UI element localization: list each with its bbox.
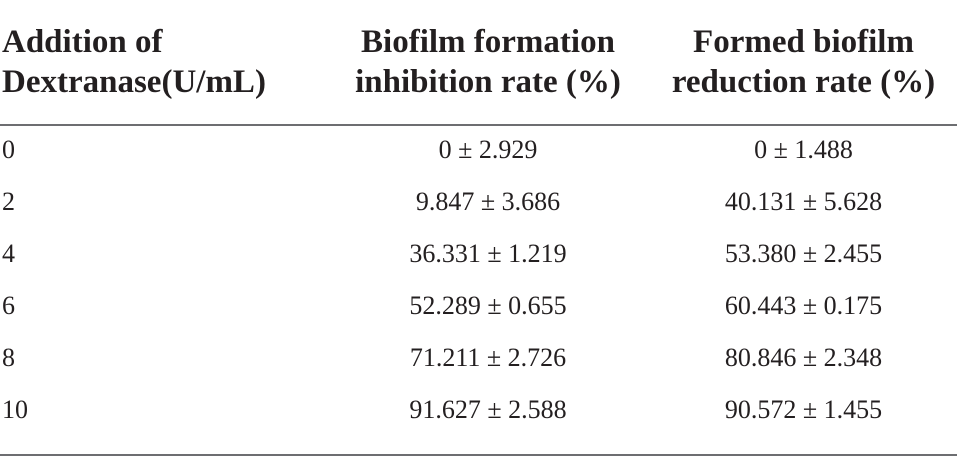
header-line: Biofilm formation xyxy=(361,24,615,60)
header-addition-of-dextranase: Addition of Dextranase(U/mL) xyxy=(2,22,266,102)
cell-dextranase: 8 xyxy=(2,343,15,372)
header-biofilm-formation-inhibition-rate: Biofilm formation inhibition rate (%) xyxy=(320,22,656,102)
table-bottom-rule xyxy=(0,454,957,456)
header-line: Addition of xyxy=(2,24,163,60)
cell-reduction-rate: 60.443 ± 0.175 xyxy=(724,291,883,320)
cell-dextranase: 0 xyxy=(2,135,15,164)
cell-inhibition-rate: 71.211 ± 2.726 xyxy=(409,343,567,372)
cell-inhibition-rate: 36.331 ± 1.219 xyxy=(409,239,567,268)
table-row: 0 0 ± 2.929 0 ± 1.488 xyxy=(0,124,957,176)
cell-inhibition-rate: 9.847 ± 3.686 xyxy=(415,187,561,216)
cell-reduction-rate: 40.131 ± 5.628 xyxy=(724,187,883,216)
header-divider xyxy=(0,124,957,126)
cell-inhibition-rate: 91.627 ± 2.588 xyxy=(409,395,567,424)
header-line: Formed biofilm xyxy=(693,24,914,60)
cell-reduction-rate: 80.846 ± 2.348 xyxy=(724,343,883,372)
header-line: inhibition rate (%) xyxy=(355,64,621,100)
table-row: 8 71.211 ± 2.726 80.846 ± 2.348 xyxy=(0,332,957,384)
cell-reduction-rate: 90.572 ± 1.455 xyxy=(724,395,883,424)
cell-reduction-rate: 0 ± 1.488 xyxy=(754,135,853,164)
table-row: 4 36.331 ± 1.219 53.380 ± 2.455 xyxy=(0,228,957,280)
table-row: 6 52.289 ± 0.655 60.443 ± 0.175 xyxy=(0,280,957,332)
cell-inhibition-rate: 52.289 ± 0.655 xyxy=(409,291,567,320)
header-line: reduction rate (%) xyxy=(671,64,936,100)
header-line: Dextranase(U/mL) xyxy=(2,64,266,100)
cell-dextranase: 4 xyxy=(2,239,15,268)
table-row: 2 9.847 ± 3.686 40.131 ± 5.628 xyxy=(0,176,957,228)
cell-dextranase: 2 xyxy=(2,187,15,216)
cell-dextranase: 6 xyxy=(2,291,15,320)
header-formed-biofilm-reduction-rate: Formed biofilm reduction rate (%) xyxy=(650,22,957,102)
cell-dextranase: 10 xyxy=(2,395,28,424)
table-row: 10 91.627 ± 2.588 90.572 ± 1.455 xyxy=(0,384,957,436)
cell-reduction-rate: 53.380 ± 2.455 xyxy=(724,239,883,268)
cell-inhibition-rate: 0 ± 2.929 xyxy=(438,135,538,164)
